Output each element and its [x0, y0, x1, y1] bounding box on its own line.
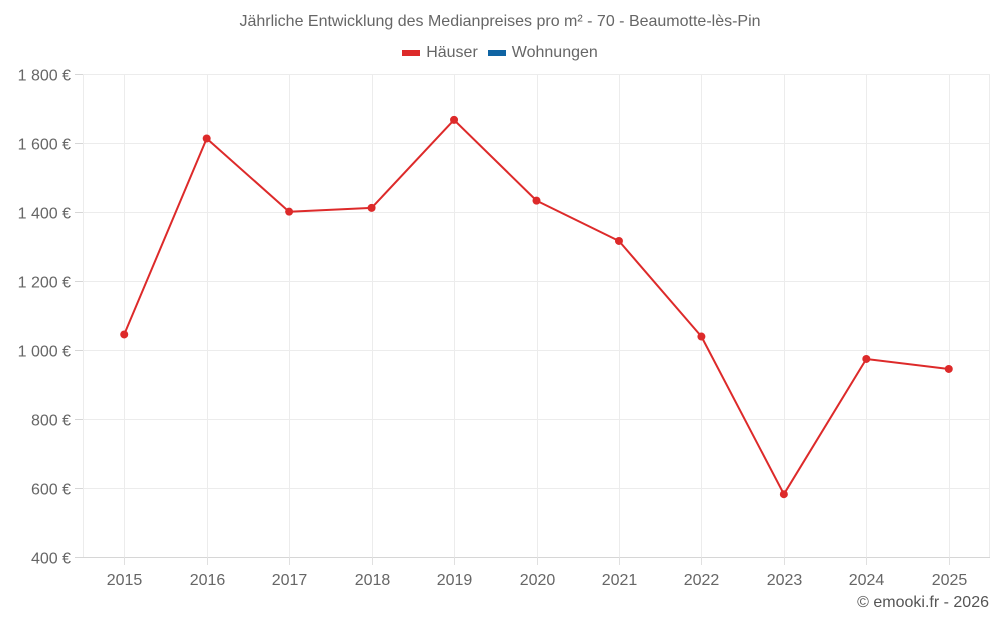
data-point	[697, 332, 706, 341]
copyright-credit: © emooki.fr - 2026	[857, 594, 989, 611]
y-axis: 400 € 600 € 800 € 1 000 € 1 200 € 1 400 € 1 60…	[18, 68, 83, 568]
y-tick-label: 1 400 €	[18, 206, 71, 223]
data-point	[202, 134, 211, 143]
y-tick-label: 1 200 €	[18, 275, 71, 292]
x-tick-label: 2021	[602, 572, 638, 589]
data-point	[450, 115, 459, 124]
data-point	[532, 196, 541, 205]
legend-item-haeuser[interactable]: Häuser	[402, 44, 478, 62]
legend-item-wohnungen[interactable]: Wohnungen	[487, 44, 598, 62]
y-tick-label: 1 000 €	[18, 344, 71, 361]
x-tick-label: 2016	[190, 572, 226, 589]
x-tick-label: 2022	[684, 572, 720, 589]
data-point	[285, 207, 294, 216]
x-tick-label: 2024	[849, 572, 885, 589]
legend-label-wohnungen: Wohnungen	[511, 44, 598, 61]
data-point	[779, 490, 788, 499]
y-tick-label: 1 600 €	[18, 137, 71, 154]
series-line	[123, 118, 949, 496]
x-tick-label: 2018	[355, 572, 391, 589]
legend-swatch-wohnungen-icon	[487, 50, 506, 56]
x-tick-label: 2025	[932, 572, 968, 589]
legend-label-haeuser: Häuser	[426, 44, 478, 61]
data-point	[120, 330, 129, 339]
x-tick-label: 2017	[272, 572, 308, 589]
x-tick-label: 2020	[520, 572, 556, 589]
y-tick-label: 1 800 €	[18, 68, 71, 85]
x-axis: 2015 2016 2017 2018 2019 2020 2021 2022 2023 2024…	[107, 557, 968, 589]
legend-swatch-haeuser-icon	[402, 50, 421, 56]
series-haeuser	[120, 115, 953, 499]
x-tick-label: 2019	[437, 572, 473, 589]
data-point	[944, 364, 953, 373]
legend: Häuser Wohnungen	[0, 44, 1000, 62]
data-point	[614, 236, 623, 245]
y-tick-label: 600 €	[31, 482, 71, 499]
chart-title: Jährliche Entwicklung des Medianpreises …	[239, 13, 761, 30]
x-tick-label: 2023	[767, 572, 803, 589]
y-tick-label: 400 €	[31, 551, 71, 568]
data-point	[862, 354, 871, 363]
x-tick-label: 2015	[107, 572, 143, 589]
gridlines	[83, 74, 990, 558]
data-point	[367, 203, 376, 212]
y-tick-label: 800 €	[31, 413, 71, 430]
